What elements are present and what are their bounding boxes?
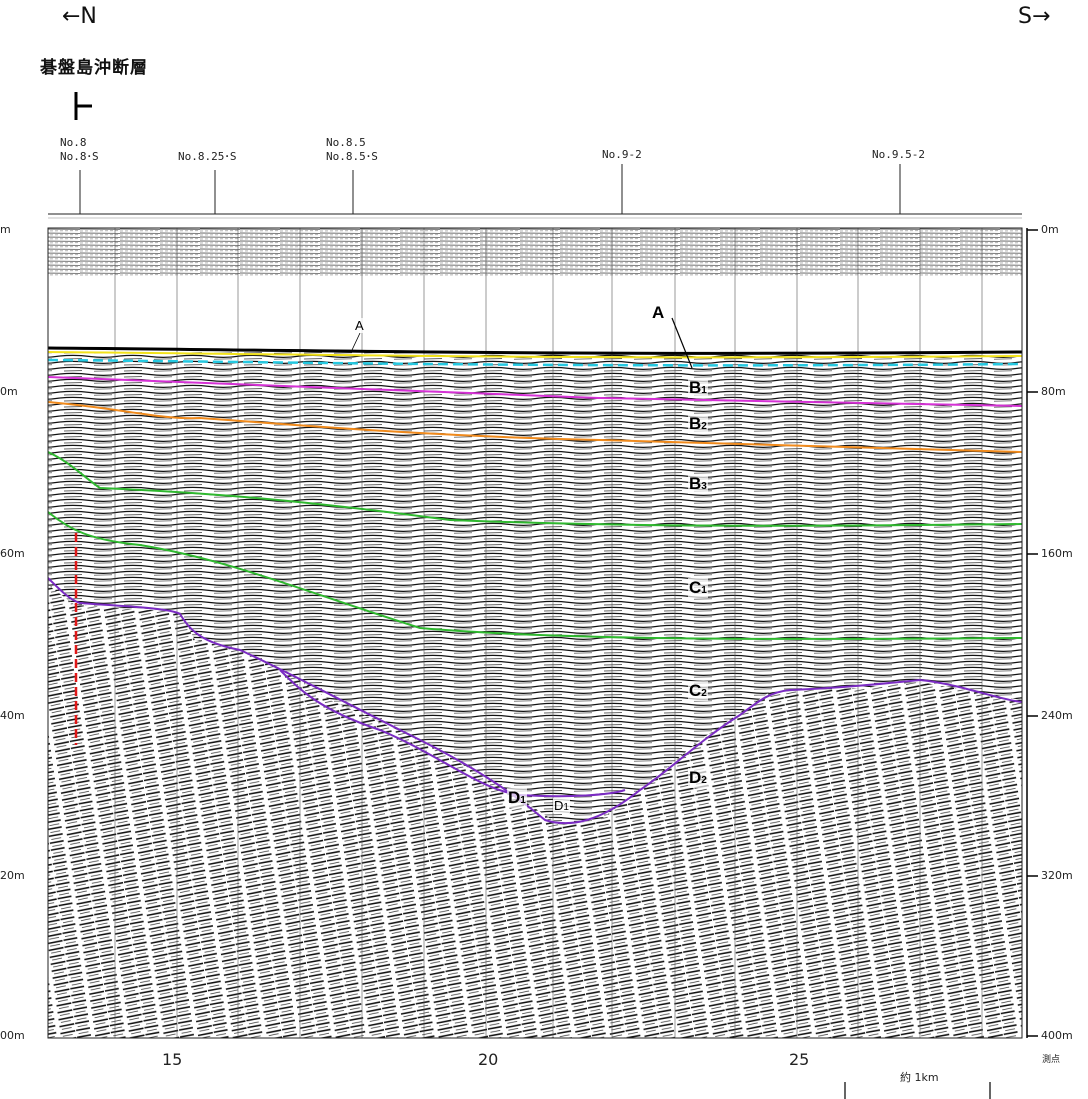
layer-label-d1-inner: D1 [553,798,570,813]
layer-label-b2: B2 [688,414,708,434]
layer-label-c1: C1 [688,578,708,598]
layer-label-a: A [651,303,666,323]
layer-label-d2: D2 [688,768,708,788]
station-label-no8-5: No.8.5 No.8.5･S [326,136,378,163]
depth-axis-right [1026,228,1038,1038]
layer-label-d1: D1 [507,788,527,808]
x-axis-unit: 測点 [1042,1055,1061,1065]
layer-label-a-small: A [354,318,365,333]
x-tick-25: 25 [789,1050,810,1069]
scale-bar-label: 約 1km [900,1071,939,1084]
x-tick-15: 15 [162,1050,183,1069]
depth-left-label-240: 40m [0,709,25,722]
fault-name: 碁盤島沖断層 [40,58,148,78]
station-label-no8-25: No.8.25･S [178,150,237,163]
depth-label-320: 320m [1041,869,1073,882]
depth-left-label-320: 20m [0,869,25,882]
depth-label-0: 0m [1041,223,1059,236]
depth-left-label-80: 0m [0,385,18,398]
depth-left-label-400: 00m [0,1029,25,1042]
south-direction-label: S→ [1018,4,1051,29]
scale-bar [844,1082,991,1099]
station-label-no9-5-2: No.9.5-2 [872,148,925,161]
north-direction-label: ←N [62,4,97,29]
fault-marker-icon [74,92,92,120]
depth-label-80: 80m [1041,385,1066,398]
station-ruler [48,164,1022,219]
depth-label-160: 160m [1041,547,1073,560]
layer-label-c2: C2 [688,681,708,701]
station-label-no8: No.8 No.8･S [60,136,99,163]
profile-body [48,228,1022,1038]
depth-left-label-0: m [0,223,11,236]
depth-label-240: 240m [1041,709,1073,722]
depth-left-label-160: 60m [0,547,25,560]
depth-label-400: 400m [1041,1029,1073,1042]
layer-label-b3: B3 [688,474,708,494]
layer-label-b1: B1 [688,378,708,398]
x-tick-20: 20 [478,1050,499,1069]
station-label-no9-2: No.9-2 [602,148,642,161]
